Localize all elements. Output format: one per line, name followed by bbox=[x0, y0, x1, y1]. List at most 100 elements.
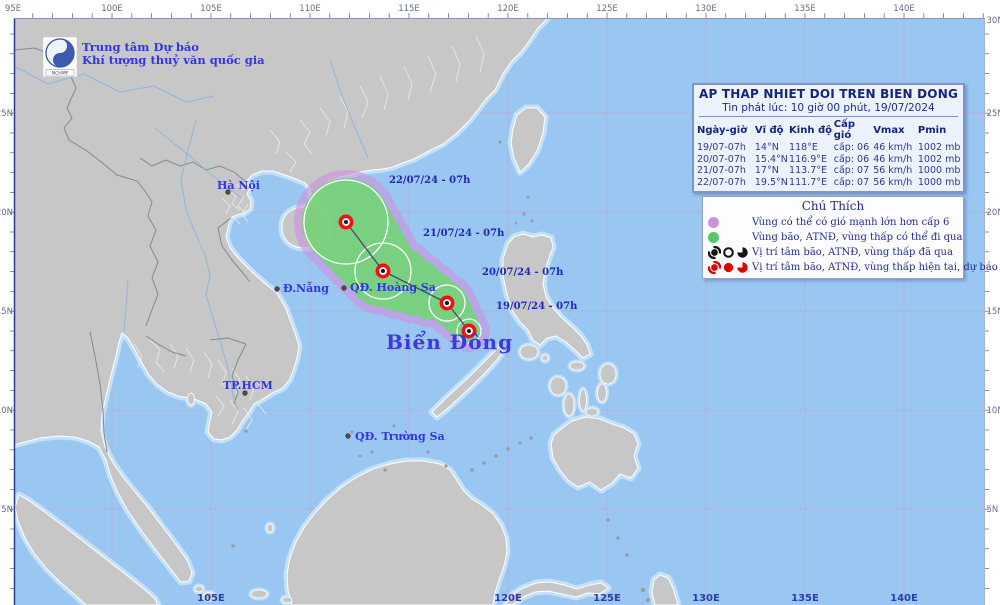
map-details bbox=[13, 35, 485, 453]
storm-track-line bbox=[345, 221, 470, 332]
islet-dot bbox=[625, 553, 629, 557]
storm-position-marker bbox=[338, 214, 354, 230]
forecast-cell: 118°E bbox=[789, 142, 818, 153]
axis-label-top: 135E bbox=[794, 4, 816, 14]
column-header: Vĩ độ bbox=[754, 124, 784, 136]
island bbox=[599, 363, 617, 385]
axis-label-top: 120E bbox=[497, 4, 519, 14]
quarter-disc-icon bbox=[737, 262, 748, 273]
land-polygon bbox=[510, 107, 546, 173]
forecast-cell: 46 km/h bbox=[873, 142, 913, 153]
axis-label-bottom: 130E bbox=[692, 593, 720, 604]
islet-dot bbox=[606, 518, 610, 522]
islet-dot bbox=[640, 587, 646, 593]
island bbox=[549, 376, 567, 396]
storm-info-title: AP THAP NHIET DOI TREN BIEN DONG bbox=[699, 87, 958, 101]
legend-item: Vùng bão, ATNĐ, vùng thấp có thể đi qua bbox=[706, 230, 962, 245]
storm-position-marker bbox=[461, 323, 477, 339]
forecast-row: 22/07-07h 19.5°N 111.7°E cấp: 07 56 km/h 1000… bbox=[697, 177, 960, 189]
logo-org-line1: Trung tâm Dự báo bbox=[82, 40, 199, 54]
forecast-cell: 14°N bbox=[754, 142, 779, 153]
axis-label-bottom: 105E bbox=[197, 593, 225, 604]
axis-label-top: 125E bbox=[596, 4, 618, 14]
axis-label-bottom: 120E bbox=[494, 593, 522, 604]
column-header: Cấp gió bbox=[833, 119, 855, 141]
green-area-icon bbox=[708, 232, 719, 243]
typhoon-symbol-icon bbox=[708, 261, 721, 274]
city-dot-ha-noi bbox=[225, 189, 231, 195]
forecast-cell: 21/07-07h bbox=[697, 165, 746, 176]
axis-label-top: 95E bbox=[5, 4, 21, 14]
forecast-cell: 17°N bbox=[754, 165, 779, 176]
land-polygon bbox=[286, 460, 508, 605]
legend-item: Vị trí tâm bão, ATNĐ, vùng thấp đã qua bbox=[706, 245, 960, 260]
forecast-row: 19/07-07h 14°N 118°E cấp: 06 46 km/h 1002 mb bbox=[697, 142, 960, 154]
legend-item: Vị trí tâm bão, ATNĐ, vùng thấp hiện tại… bbox=[706, 260, 998, 275]
forecast-cell: 56 km/h bbox=[873, 165, 913, 176]
legend-item-label: Vị trí tâm bão, ATNĐ, vùng thấp hiện tại… bbox=[752, 262, 998, 273]
circle-filled-icon bbox=[723, 262, 734, 273]
islet-dot bbox=[522, 212, 526, 216]
forecast-row: 21/07-07h 17°N 113.7°E cấp: 07 56 km/h 1000 m… bbox=[697, 165, 960, 177]
forecast-cell: 1002 mb bbox=[917, 153, 960, 165]
forecast-cell: 15.4°N bbox=[754, 153, 788, 165]
forecast-cell: 46 km/h bbox=[873, 153, 913, 165]
forecast-cell: 113.7°E bbox=[789, 165, 827, 176]
island bbox=[597, 383, 607, 403]
city-dot-hoang-sa bbox=[341, 285, 347, 291]
city-dot-da-nang bbox=[274, 286, 280, 292]
logo-org-line2: Khí tượng thuỷ văn quốc gia bbox=[82, 53, 265, 67]
islet-dot bbox=[470, 468, 474, 472]
axis-label-right: 5N bbox=[987, 505, 999, 515]
island bbox=[569, 361, 585, 371]
forecast-cell: 19.5°N bbox=[754, 176, 788, 188]
forecast-cell: cấp: 06 bbox=[833, 142, 870, 153]
island bbox=[541, 354, 549, 362]
sea-name-label: Biển Đông bbox=[386, 329, 513, 354]
quarter-disc-icon bbox=[737, 247, 748, 258]
axis-label-top: 140E bbox=[893, 4, 915, 14]
islet-dot bbox=[506, 447, 510, 451]
land-polygon bbox=[651, 574, 679, 605]
island bbox=[250, 589, 268, 599]
axis-label-left: 10N bbox=[0, 406, 13, 416]
legend-item-label: Vùng có thể có gió mạnh lớn hơn cấp 6 bbox=[752, 217, 950, 228]
axis-label-bottom: 125E bbox=[593, 593, 621, 604]
islet-dot bbox=[350, 430, 354, 434]
forecast-cell: cấp: 07 bbox=[833, 176, 870, 188]
legend-green-area-icon bbox=[706, 232, 752, 243]
track-date-label: 22/07/24 - 07h bbox=[389, 175, 471, 186]
island bbox=[579, 388, 587, 412]
city-label-ha-noi: Hà Nội bbox=[217, 179, 260, 192]
city-label-da-nang: Đ.Nẵng bbox=[283, 282, 329, 295]
islet-dot bbox=[646, 598, 650, 602]
islet-dot bbox=[358, 454, 362, 458]
island bbox=[563, 393, 575, 417]
nchmf-logo: NCHMF Trung tâm Dự báo Khí tượng thuỷ vă… bbox=[43, 37, 265, 77]
forecast-table: Ngày-giờ Vĩ độ Kinh độ Cấp gió Vmax Pmin 19/0… bbox=[697, 119, 960, 188]
axis-label-left: 5N bbox=[1, 505, 13, 515]
uncertainty-circle bbox=[303, 179, 389, 265]
forecast-cell: cấp: 07 bbox=[833, 165, 870, 176]
island bbox=[519, 344, 539, 360]
islet-dot bbox=[426, 450, 430, 454]
legend-title: Chú Thích bbox=[801, 199, 865, 213]
islet-dot bbox=[529, 436, 533, 440]
axis-label-left: 15N bbox=[0, 307, 13, 317]
island bbox=[194, 585, 204, 593]
axis-label-right: 10N bbox=[987, 406, 1000, 416]
axis-label-top: 100E bbox=[101, 4, 123, 14]
uncertainty-circle bbox=[456, 318, 482, 344]
axis-label-top: 130E bbox=[695, 4, 717, 14]
axis-label-left: 25N bbox=[0, 109, 13, 119]
axis-label-bottom: 140E bbox=[890, 593, 918, 604]
map-labels: 105E 120E 125E 130E 135E 140E 22/07/24 - 07h 21… bbox=[197, 175, 918, 604]
city-label-hoang-sa: QĐ. Hoàng Sa bbox=[350, 281, 436, 294]
forecast-cell: 19/07-07h bbox=[697, 142, 746, 153]
islet-dot bbox=[444, 464, 448, 468]
city-dot-truong-sa bbox=[345, 433, 351, 439]
forecast-cell: 1002 mb bbox=[917, 142, 960, 153]
city-label-truong-sa: QĐ. Trường Sa bbox=[355, 430, 445, 443]
sea-name-shadow: Biển Đông bbox=[388, 331, 515, 356]
